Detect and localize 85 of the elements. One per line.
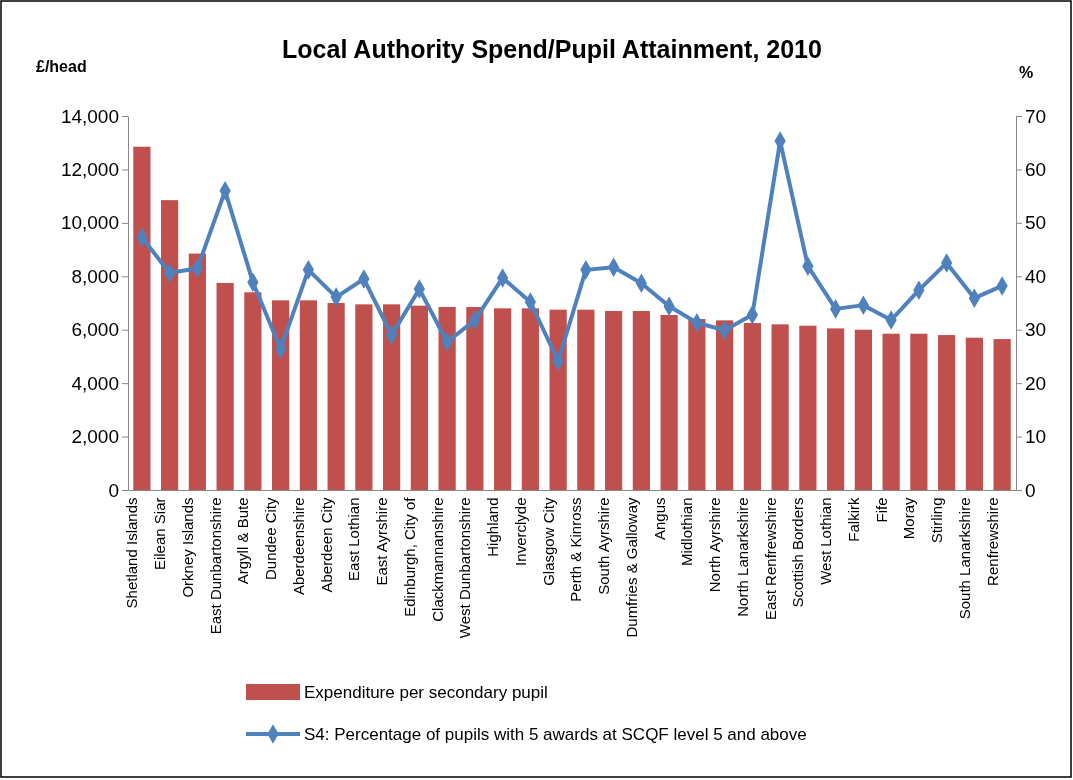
x-tick-label: North Ayrshire: [706, 497, 724, 593]
bar: [299, 300, 317, 490]
x-tick-label: Orkney Islands: [178, 497, 196, 598]
x-tick-label: Falkirk: [844, 497, 862, 542]
x-tick-label: South Lanarkshire: [955, 497, 973, 620]
bar: [355, 304, 373, 490]
x-tick-label: East Renfrewshire: [761, 497, 779, 621]
bar: [688, 319, 706, 490]
bar: [133, 146, 151, 490]
y2-tick-label: 10: [1025, 426, 1047, 448]
x-tick-label: West Dunbartonshire: [456, 497, 474, 639]
bar: [854, 329, 872, 490]
y2-tick-label: 70: [1025, 105, 1047, 127]
x-tick-label: East Dunbartonshire: [206, 497, 224, 635]
bar: [244, 292, 262, 490]
y-tick-label: 4,000: [71, 372, 119, 394]
x-tick-label: West Lothian: [817, 497, 835, 585]
y2-tick-label: 50: [1025, 212, 1047, 234]
x-tick-label: Dundee City: [262, 497, 280, 581]
bar: [466, 307, 484, 490]
y-tick-label: 14,000: [60, 105, 119, 127]
bar: [577, 309, 595, 490]
x-tick-label: South Ayrshire: [595, 497, 613, 595]
x-tick-label: North Lanarkshire: [733, 497, 751, 617]
x-tick-label: Moray: [900, 497, 918, 540]
y2-tick-label: 30: [1025, 319, 1047, 341]
bar: [383, 304, 401, 490]
x-tick-label: Inverclyde: [511, 497, 529, 566]
bar: [938, 335, 956, 490]
bar: [827, 328, 845, 490]
bar: [799, 325, 817, 490]
y-axis-title: £/head: [36, 58, 87, 75]
chart-title: Local Authority Spend/Pupil Attainment, 2010: [282, 35, 822, 63]
bar: [188, 253, 206, 490]
y2-tick-label: 0: [1025, 479, 1036, 501]
y-tick-label: 6,000: [71, 319, 119, 341]
y2-tick-label: 20: [1025, 372, 1047, 394]
y2-tick-label: 40: [1025, 265, 1047, 287]
bar: [632, 311, 650, 490]
y-tick-label: 2,000: [71, 426, 119, 448]
bar: [605, 311, 623, 490]
bar: [327, 303, 345, 490]
bar: [910, 333, 928, 490]
bar: [549, 309, 567, 490]
bar: [882, 333, 900, 490]
legend-label: Expenditure per secondary pupil: [304, 683, 548, 702]
x-tick-label: Midlothian: [678, 497, 696, 566]
legend-label: S4: Percentage of pupils with 5 awards at SCQF level 5 and above: [304, 725, 807, 744]
bar: [660, 315, 678, 490]
x-tick-label: Glasgow City: [539, 497, 557, 586]
y-tick-label: 8,000: [71, 265, 119, 287]
x-tick-label: Argyll & Bute: [234, 497, 252, 585]
x-tick-label: Aberdeenshire: [289, 497, 307, 596]
x-tick-label: Angus: [650, 497, 668, 541]
y-tick-label: 12,000: [60, 159, 119, 181]
x-tick-label: Fife: [872, 497, 890, 523]
x-tick-label: East Lothian: [345, 497, 363, 581]
bar: [965, 337, 983, 490]
bar: [521, 308, 539, 490]
bar: [410, 305, 428, 490]
y-tick-label: 10,000: [60, 212, 119, 234]
y2-axis-title: %: [1018, 64, 1034, 81]
x-tick-label: Stirling: [928, 497, 946, 544]
x-tick-label: East Ayrshire: [373, 497, 391, 586]
x-tick-label: Dumfries & Galloway: [622, 497, 640, 638]
x-tick-label: Renfrewshire: [983, 497, 1001, 586]
x-tick-label: Edinburgh, City of: [400, 496, 418, 617]
x-tick-label: Eilean Siar: [151, 497, 169, 571]
x-tick-label: Shetland Islands: [123, 497, 141, 609]
x-tick-label: Aberdeen City: [317, 497, 335, 593]
x-tick-label: Perth & Kinross: [567, 497, 585, 602]
x-tick-label: Highland: [484, 497, 502, 557]
y-tick-label: 0: [108, 479, 119, 501]
bar: [494, 308, 512, 490]
bar: [743, 323, 761, 490]
bar: [161, 200, 179, 490]
x-tick-label: Scottish Borders: [789, 497, 807, 608]
bar: [272, 300, 290, 490]
bar: [716, 320, 734, 490]
bar: [993, 339, 1011, 490]
bar: [771, 324, 789, 490]
x-tick-label: Clackmannanshire: [428, 497, 446, 622]
y2-tick-label: 60: [1025, 159, 1047, 181]
bar: [438, 307, 456, 490]
bar: [216, 282, 234, 490]
